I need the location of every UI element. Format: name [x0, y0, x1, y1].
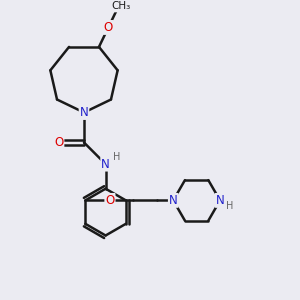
Text: CH₃: CH₃: [111, 2, 130, 11]
Text: O: O: [54, 136, 63, 149]
Text: O: O: [105, 194, 115, 207]
Text: N: N: [101, 158, 110, 171]
Text: N: N: [216, 194, 224, 207]
Text: H: H: [226, 201, 233, 212]
Text: N: N: [80, 106, 88, 119]
Text: O: O: [104, 21, 113, 34]
Text: N: N: [169, 194, 178, 207]
Text: H: H: [113, 152, 121, 163]
